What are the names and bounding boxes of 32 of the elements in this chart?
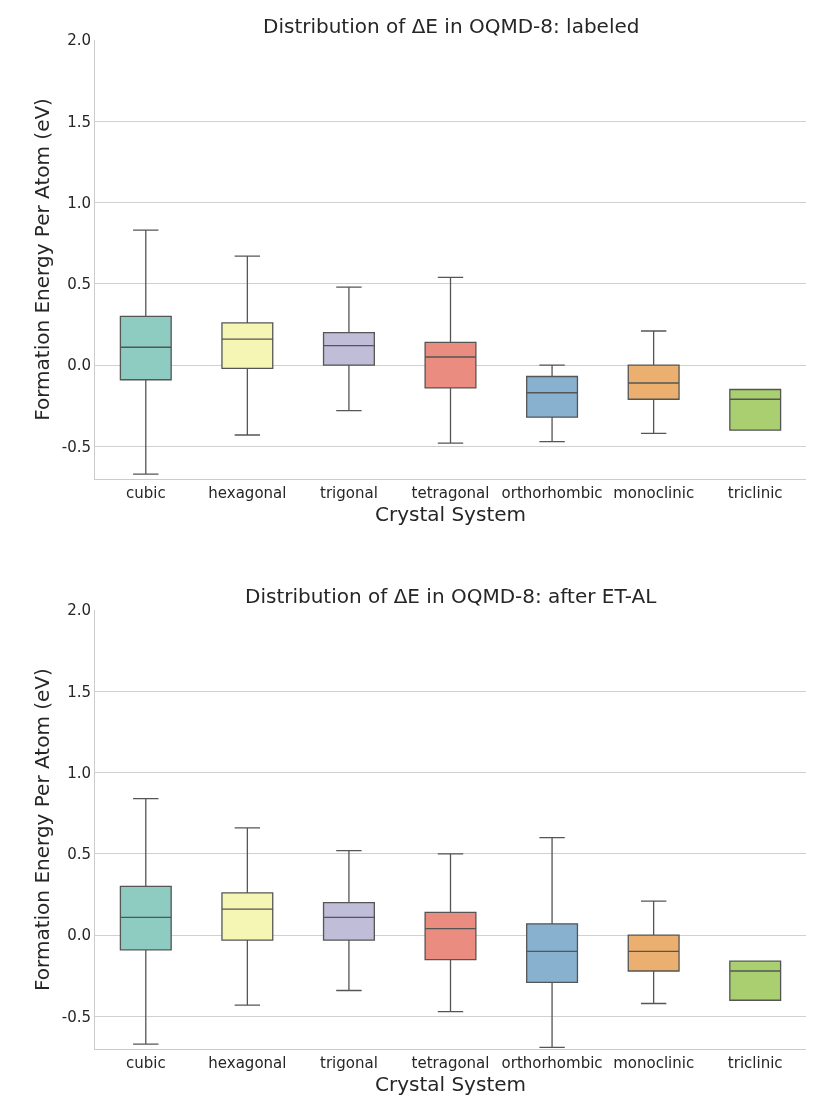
x-tick-label: monoclinic bbox=[613, 1054, 695, 1072]
x-tick-label: trigonal bbox=[320, 1054, 378, 1072]
y-tick-label: 0.5 bbox=[67, 845, 91, 864]
y-tick-label: 1.0 bbox=[67, 193, 91, 212]
x-tick-label: triclinic bbox=[727, 1054, 783, 1072]
y-tick-label: 0.0 bbox=[67, 356, 91, 375]
y-axis-title: Formation Energy Per Atom (eV) bbox=[30, 668, 55, 991]
x-tick-label: orthorhombic bbox=[501, 1054, 603, 1072]
x-tick-label: orthorhombic bbox=[501, 483, 603, 502]
y-tick-label: 2.0 bbox=[67, 601, 91, 620]
y-tick-label: 1.5 bbox=[67, 112, 91, 131]
x-tick-label: trigonal bbox=[320, 483, 378, 502]
y-axis-title: Formation Energy Per Atom (eV) bbox=[30, 98, 55, 421]
y-tick-label: 1.5 bbox=[67, 682, 91, 701]
y-tick-label: 0.5 bbox=[67, 275, 91, 294]
y-tick-label: -0.5 bbox=[61, 1007, 91, 1026]
y-tick-label: -0.5 bbox=[61, 437, 91, 456]
x-tick-label: cubic bbox=[125, 1054, 166, 1072]
x-tick-label: cubic bbox=[125, 483, 166, 502]
x-tick-label: monoclinic bbox=[613, 483, 695, 502]
chart-title: Distribution of ΔE in OQMD-8: after ET-AL bbox=[245, 584, 658, 608]
x-tick-label: triclinic bbox=[727, 483, 783, 502]
x-tick-label: tetragonal bbox=[411, 483, 490, 502]
x-axis-title: Crystal System bbox=[374, 501, 527, 526]
x-tick-label: tetragonal bbox=[411, 1054, 490, 1072]
y-tick-label: 0.0 bbox=[67, 926, 91, 945]
chart-title: Distribution of ΔE in OQMD-8: labeled bbox=[263, 14, 640, 38]
x-tick-label: hexagonal bbox=[208, 1054, 287, 1072]
y-tick-label: 1.0 bbox=[67, 763, 91, 782]
y-tick-label: 2.0 bbox=[67, 31, 91, 50]
x-axis-title: Crystal System bbox=[374, 1072, 527, 1096]
x-tick-label: hexagonal bbox=[208, 483, 287, 502]
